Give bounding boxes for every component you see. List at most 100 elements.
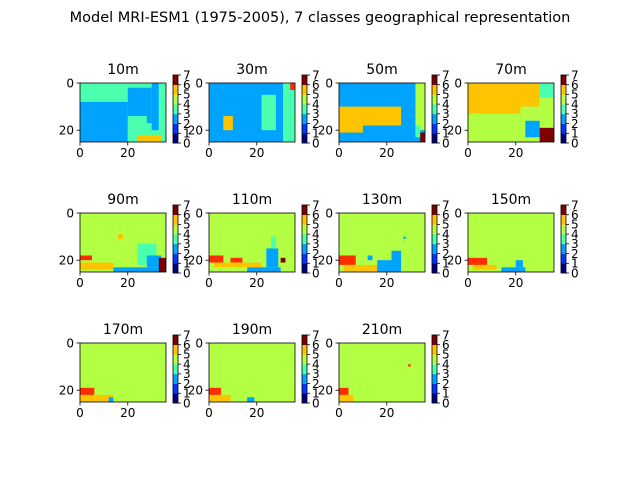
y-tick-label: 0 [325,76,333,90]
colorbar-segment [432,113,437,124]
heatmap-cells [339,343,425,402]
y-tick-label: 20 [188,254,203,268]
heatmap-region-4 [415,125,421,138]
colorbar-tick-label: 4 [183,227,191,241]
plot-frame [79,82,167,143]
colorbar-tick-label: 5 [312,88,320,102]
colorbar-tick-label: 2 [183,377,191,391]
heatmap-region-3 [539,83,554,98]
colorbar-tick-label: 0 [312,396,320,410]
plot-frame [338,82,426,143]
colorbar-tick-label: 6 [312,78,320,92]
heatmap-region-4 [525,120,540,138]
colorbar-tick-label: 0 [183,266,191,280]
heatmap-region-3 [415,83,425,131]
x-tick-label: 20 [379,146,394,160]
heatmap-region-1 [209,387,221,395]
heatmap-region-2 [472,264,497,270]
y-tick-label: 0 [66,206,74,220]
heatmap-region-6 [403,236,406,239]
colorbar-segment [302,94,307,105]
colorbar-segment [302,335,307,346]
colorbar-frame [560,204,567,274]
colorbar-segment [302,123,307,134]
colorbar-tick-label: 5 [442,88,450,102]
heatmap-region-5 [146,255,162,268]
panel-title: 30m [236,62,267,78]
colorbar-tick-label: 6 [442,78,450,92]
colorbar-segment [432,335,437,346]
colorbar-segment [173,344,178,355]
colorbar-frame [301,74,308,144]
colorbar-frame [172,74,179,144]
colorbar-segment [302,84,307,95]
y-tick-label: 20 [59,384,74,398]
colorbar-tick-label: 7 [442,328,450,342]
colorbar-tick-label: 7 [312,328,320,342]
colorbar-tick-label: 3 [442,237,450,251]
colorbar-segment [432,234,437,245]
colorbar-tick-label: 7 [442,198,450,212]
colorbar-tick-label: 6 [312,338,320,352]
colorbar-segment [173,133,178,144]
colorbar-tick-label: 7 [571,68,579,82]
colorbar-tick-label: 0 [312,266,320,280]
heatmap-region-2 [209,394,231,402]
colorbar-segment [561,224,566,235]
colorbar-segment [173,335,178,346]
colorbar-tick-label: 5 [442,348,450,362]
y-tick-label: 20 [318,384,333,398]
colorbar-segment [561,263,566,274]
x-tick-label: 20 [120,406,135,420]
colorbar-segment [561,94,566,105]
heatmap-region-4 [515,260,523,268]
heatmap-region-2 [127,87,152,124]
colorbar-tick-label: 6 [442,208,450,222]
colorbar-segment [173,364,178,375]
colorbar-tick-label: 5 [183,218,191,232]
heatmap-region-3 [501,267,526,272]
colorbar-tick-label: 3 [571,107,579,121]
colorbar-segment [432,364,437,375]
colorbar-frame [431,204,438,274]
colorbar-tick-label: 5 [312,218,320,232]
colorbar-segment [432,214,437,225]
heatmap-region-7 [118,234,123,239]
colorbar-segment [432,243,437,254]
colorbar-tick-label: 3 [312,367,320,381]
heatmap-region-3 [377,260,402,272]
colorbar-segment [561,234,566,245]
colorbar-segment [302,75,307,86]
colorbar-frame [560,74,567,144]
colorbar-segment [432,133,437,144]
colorbar-segment [561,113,566,124]
colorbar-tick-label: 6 [442,338,450,352]
heatmap-region-5 [290,90,295,142]
colorbar-segment [302,224,307,235]
y-tick-label: 20 [318,254,333,268]
heatmap-region-4 [391,250,402,263]
heatmap-region-5 [266,248,279,268]
colorbar-segment [302,383,307,394]
colorbar-segment [432,104,437,115]
colorbar-segment [561,243,566,254]
plot-frame [79,212,167,273]
colorbar-tick-label: 7 [183,198,191,212]
colorbar-tick-label: 0 [571,136,579,150]
colorbar-frame [431,334,438,404]
heatmap-region-0 [209,83,295,142]
heatmap-region-6 [158,257,166,272]
heatmap-region-6 [271,236,276,249]
heatmap-region-7 [280,257,286,263]
